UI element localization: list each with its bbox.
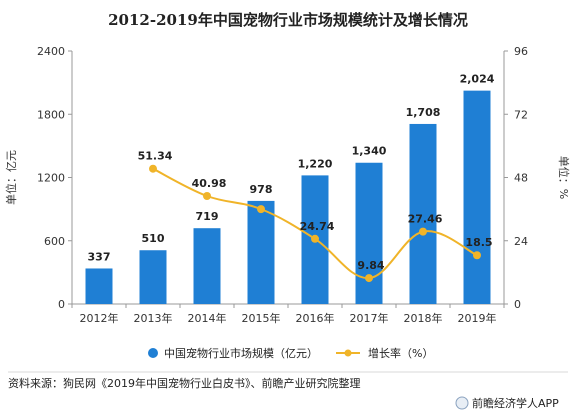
brand-name: 前瞻经济学人APP [472,396,559,410]
bar-series [85,90,491,305]
bar-value-label: 1,708 [406,106,441,119]
bar-value-label: 1,220 [298,157,333,170]
bar [85,268,113,304]
legend-line-marker [344,349,352,357]
legend: 中国宠物行业市场规模（亿元） 增长率（%） [148,346,433,360]
growth-rate-label: 18.5 [465,236,492,249]
line-series [149,164,481,283]
bar [139,250,167,304]
y-left-tick-label: 0 [58,298,65,311]
y-right-tick-label: 24 [514,235,528,248]
legend-bar-marker [148,348,158,358]
y-left-tick-label: 600 [44,235,65,248]
growth-rate-label: 9.84 [357,259,384,272]
bar-value-label: 719 [196,210,219,223]
bar-value-label: 978 [250,183,273,196]
y-right-tick-label: 48 [514,172,528,185]
bar-value-label: 510 [142,232,165,245]
growth-rate-label: 27.46 [408,213,443,226]
growth-rate-label: 51.34 [138,150,173,163]
growth-rate-label: 24.74 [300,220,335,233]
bar-value-label: 337 [88,250,111,263]
axes: 0 600 1200 1800 2400 0 24 48 72 96 2012年 2013年 2014年… [4,45,571,325]
growth-rate-point [203,192,211,201]
y-right-tick-label: 72 [514,108,528,121]
bar [463,90,491,305]
growth-rate-label: 40.98 [192,177,227,190]
x-tick-label: 2016年 [296,311,335,325]
y-right-tick-label: 0 [514,298,521,311]
y-left-tick-label: 1800 [37,108,65,121]
growth-rate-point [365,274,373,283]
bar [193,228,221,304]
brand-mark: 前瞻经济学人APP [455,396,559,410]
y-left-tick-label: 2400 [37,45,65,58]
x-tick-label: 2014年 [188,311,227,325]
data-labels: 337 510 719 978 1,220 1,340 1,708 2,024 51.34 40.… [88,73,495,272]
y-right-axis-title: 单位：% [557,156,571,199]
legend-line-label: 增长率（%） [368,346,433,360]
x-tick-label: 2013年 [134,311,173,325]
bar-value-label: 1,340 [352,145,387,158]
x-tick-label: 2012年 [80,311,119,325]
growth-rate-point [149,164,157,173]
x-tick-label: 2015年 [242,311,281,325]
bar-value-label: 2,024 [460,73,495,86]
y-left-tick-label: 1200 [37,172,65,185]
chart-title: 2012-2019年中国宠物行业市场规模统计及增长情况 [108,11,468,29]
bar [355,162,383,304]
growth-rate-point [257,205,265,214]
bar [409,123,437,304]
growth-rate-point [419,227,427,236]
x-tick-label: 2019年 [458,311,497,325]
legend-bar-label: 中国宠物行业市场规模（亿元） [164,346,318,360]
growth-rate-point [473,251,481,260]
source-note: 资料来源：狗民网《2019年中国宠物行业白皮书》、前瞻产业研究院整理 [8,376,361,390]
x-tick-label: 2018年 [404,311,443,325]
y-right-tick-label: 96 [514,45,528,58]
brand-logo-icon [455,396,469,410]
bar [247,200,275,304]
growth-rate-point [311,234,319,243]
y-left-axis-title: 单位：亿元 [4,150,18,205]
x-tick-label: 2017年 [350,311,389,325]
